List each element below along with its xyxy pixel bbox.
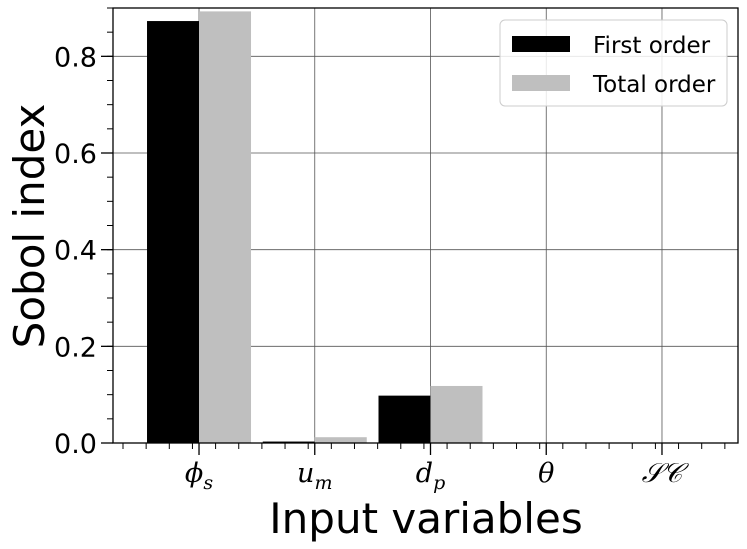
bar-total-order-2: [430, 385, 483, 443]
axis-ticks: [101, 7, 726, 455]
legend-swatch-total-order: [512, 75, 570, 91]
x-tick-label-1: um: [297, 458, 332, 494]
y-tick-label-1: 0.2: [54, 332, 97, 363]
x-tick-label-3: θ: [538, 458, 554, 489]
bar-total-order-0: [199, 11, 252, 444]
bar-first-order-1: [262, 441, 315, 443]
legend: First order Total order: [499, 19, 728, 107]
x-axis-title: Input variables: [269, 494, 582, 543]
bar-first-order-0: [147, 21, 200, 444]
y-tick-label-0: 0.0: [54, 429, 97, 460]
tick-labels: 0.0 0.2 0.4 0.6 0.8 ϕs um dp θ 𝒮𝒞: [54, 42, 690, 494]
legend-label-total-order: Total order: [592, 72, 716, 98]
x-tick-label-2: dp: [416, 458, 445, 494]
y-tick-label-4: 0.8: [54, 42, 97, 73]
y-axis-title: Sobol index: [5, 104, 54, 349]
bars: [147, 11, 483, 444]
bar-first-order-2: [378, 395, 431, 443]
legend-swatch-first-order: [512, 36, 570, 52]
legend-label-first-order: First order: [593, 33, 711, 59]
y-tick-label-2: 0.4: [54, 236, 97, 267]
x-tick-label-4: 𝒮𝒞: [642, 458, 690, 489]
x-tick-label-0: ϕs: [185, 458, 213, 494]
bar-total-order-1: [314, 437, 367, 443]
y-tick-label-3: 0.6: [54, 139, 97, 170]
